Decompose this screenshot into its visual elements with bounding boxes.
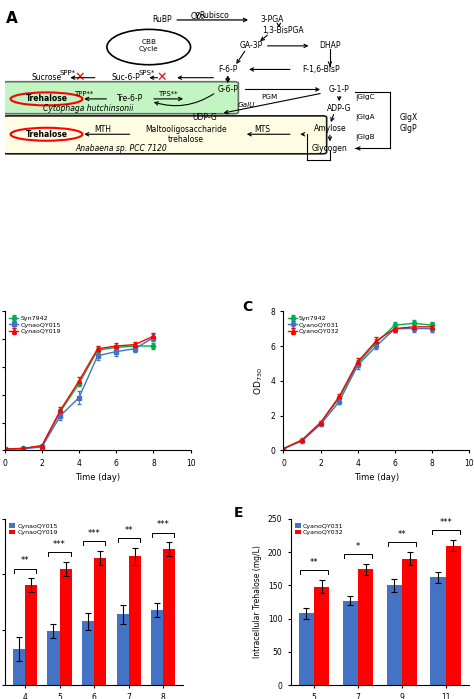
Text: GlgX: GlgX bbox=[400, 113, 418, 122]
Text: Amylose: Amylose bbox=[314, 124, 346, 133]
Bar bbox=[128, 556, 141, 685]
Text: Tre-6-P: Tre-6-P bbox=[117, 94, 143, 103]
Bar bbox=[163, 549, 175, 685]
Bar bbox=[299, 613, 314, 685]
Text: ADP-G: ADP-G bbox=[327, 104, 351, 113]
Text: UDP-G: UDP-G bbox=[192, 113, 217, 122]
Text: TPP**: TPP** bbox=[74, 91, 93, 96]
Bar bbox=[314, 586, 329, 685]
Bar bbox=[343, 600, 358, 685]
Text: **: ** bbox=[310, 558, 319, 567]
Text: **: ** bbox=[398, 530, 406, 539]
Text: Cytophaga hutchinsonii: Cytophaga hutchinsonii bbox=[43, 104, 134, 113]
Text: *: * bbox=[356, 542, 360, 551]
Text: **: ** bbox=[21, 556, 29, 565]
Text: F-6-P: F-6-P bbox=[218, 65, 237, 74]
Legend: Syn7942, CynaoQY015, CynaoQY019: Syn7942, CynaoQY015, CynaoQY019 bbox=[8, 315, 62, 336]
Text: ***: *** bbox=[439, 518, 452, 527]
Text: Maltooligosaccharide
trehalose: Maltooligosaccharide trehalose bbox=[145, 124, 227, 144]
X-axis label: Time (day): Time (day) bbox=[354, 473, 399, 482]
Bar bbox=[151, 610, 163, 685]
Bar bbox=[402, 559, 417, 685]
Text: Trehalose: Trehalose bbox=[26, 130, 68, 139]
Legend: Syn7942, CyanoQY031, CyanoQY032: Syn7942, CyanoQY031, CyanoQY032 bbox=[287, 315, 341, 336]
Text: **: ** bbox=[124, 526, 133, 535]
Text: RuBP: RuBP bbox=[152, 15, 172, 24]
Bar bbox=[386, 585, 402, 685]
Text: 3-PGA: 3-PGA bbox=[260, 15, 283, 24]
Text: TPS**: TPS** bbox=[157, 91, 177, 96]
Y-axis label: OD$_{730}$: OD$_{730}$ bbox=[252, 367, 264, 395]
Text: CO₂: CO₂ bbox=[191, 12, 205, 21]
Y-axis label: Intracellular Trehalose (mg/L): Intracellular Trehalose (mg/L) bbox=[253, 545, 262, 658]
Text: ✕: ✕ bbox=[75, 71, 85, 84]
Text: SPP*: SPP* bbox=[59, 69, 75, 75]
Bar bbox=[117, 614, 128, 685]
Bar bbox=[13, 649, 25, 685]
Text: G-1-P: G-1-P bbox=[329, 85, 349, 94]
Text: Trehalose: Trehalose bbox=[26, 94, 68, 103]
Text: G-6-P: G-6-P bbox=[217, 85, 238, 94]
Text: C: C bbox=[243, 300, 253, 314]
Text: ***: *** bbox=[88, 528, 100, 538]
FancyBboxPatch shape bbox=[3, 116, 327, 154]
Text: ***: *** bbox=[53, 540, 66, 549]
Text: PGM: PGM bbox=[261, 94, 278, 99]
Bar bbox=[47, 631, 60, 685]
Bar bbox=[94, 558, 106, 685]
Text: DHAP: DHAP bbox=[319, 41, 341, 50]
Text: Glycogen: Glycogen bbox=[312, 144, 348, 153]
Text: Suc-6-P: Suc-6-P bbox=[111, 73, 140, 82]
Bar bbox=[25, 585, 37, 685]
Text: Sucrose: Sucrose bbox=[31, 73, 62, 82]
Text: GlgP: GlgP bbox=[400, 124, 418, 133]
Legend: CyanoQY031, CyanoQY032: CyanoQY031, CyanoQY032 bbox=[294, 522, 345, 537]
Bar bbox=[82, 621, 94, 685]
Bar bbox=[446, 545, 461, 685]
Text: MTH: MTH bbox=[94, 124, 111, 134]
Text: ✕: ✕ bbox=[156, 71, 167, 84]
Text: |GlgB: |GlgB bbox=[356, 134, 375, 141]
Text: |GlgA: |GlgA bbox=[356, 114, 375, 121]
Text: E: E bbox=[233, 505, 243, 519]
Text: F-1,6-BisP: F-1,6-BisP bbox=[302, 65, 339, 74]
Bar bbox=[60, 569, 72, 685]
Bar bbox=[358, 570, 374, 685]
Text: CBB
Cycle: CBB Cycle bbox=[139, 39, 159, 52]
Text: SPS*: SPS* bbox=[138, 69, 155, 75]
Text: |GlgC: |GlgC bbox=[356, 94, 375, 101]
X-axis label: Time (day): Time (day) bbox=[75, 473, 120, 482]
Text: A: A bbox=[6, 10, 18, 26]
Text: ***: *** bbox=[157, 520, 170, 529]
FancyBboxPatch shape bbox=[3, 82, 238, 114]
Text: MTS: MTS bbox=[255, 124, 271, 134]
Text: Anabaena sp. PCC 7120: Anabaena sp. PCC 7120 bbox=[75, 145, 167, 153]
Text: GalU: GalU bbox=[237, 102, 255, 108]
Bar bbox=[430, 577, 446, 685]
Legend: CynaoQY015, CynaoQY019: CynaoQY015, CynaoQY019 bbox=[8, 522, 59, 537]
Text: 1,3-BisPGA: 1,3-BisPGA bbox=[263, 26, 304, 35]
Text: GA-3P: GA-3P bbox=[239, 41, 263, 50]
Text: Rubisco: Rubisco bbox=[199, 11, 228, 20]
